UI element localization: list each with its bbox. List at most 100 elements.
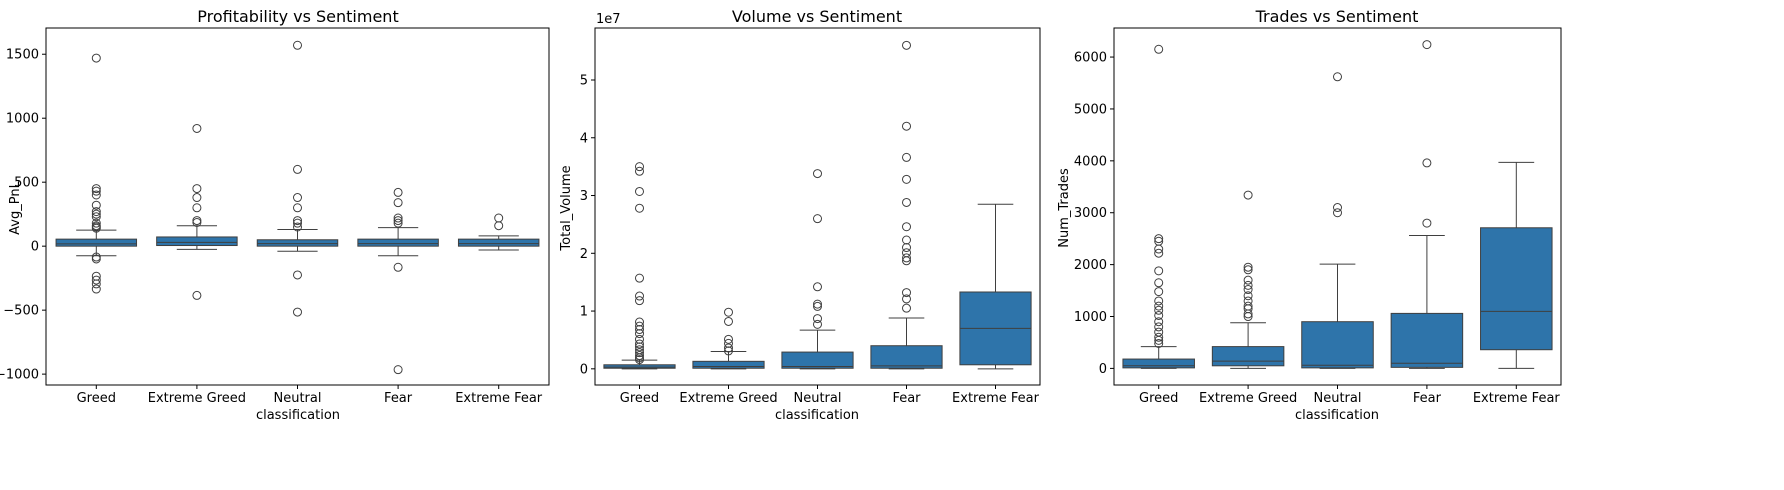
outlier-point bbox=[724, 316, 733, 326]
x-tick-label: Extreme Fear bbox=[952, 391, 1040, 406]
outlier-point bbox=[813, 169, 822, 179]
outlier-point bbox=[1154, 305, 1164, 315]
y-tick-label: −500 bbox=[3, 304, 39, 319]
x-tick-label: Greed bbox=[1139, 391, 1178, 406]
outlier-point bbox=[91, 212, 101, 222]
outlier-point bbox=[91, 190, 101, 200]
outlier-point bbox=[635, 162, 644, 172]
outlier-point bbox=[293, 222, 302, 232]
outlier-point bbox=[902, 152, 911, 162]
iqr-box bbox=[1301, 321, 1374, 369]
y-tick-label: 1 bbox=[580, 305, 588, 320]
box-neutral bbox=[1301, 72, 1374, 369]
x-axis-label: classification bbox=[1295, 408, 1379, 423]
outlier-point bbox=[91, 186, 101, 196]
outlier-point bbox=[393, 218, 403, 228]
outlier-point bbox=[902, 303, 911, 313]
outlier-point bbox=[902, 253, 911, 263]
outlier-point bbox=[635, 186, 644, 196]
outlier-point bbox=[635, 355, 644, 365]
iqr-box bbox=[603, 364, 676, 369]
iqr-box bbox=[1211, 346, 1285, 367]
chart-panel-trades: Trades vs Sentiment classification Num_T… bbox=[1057, 7, 1562, 423]
iqr-box bbox=[55, 238, 138, 247]
outlier-point bbox=[635, 351, 644, 361]
x-tick-label: Extreme Fear bbox=[455, 391, 543, 406]
outlier-point bbox=[1154, 248, 1164, 258]
outlier-point bbox=[192, 123, 202, 133]
outlier-point bbox=[724, 334, 733, 344]
outlier-point bbox=[192, 290, 202, 300]
x-tick-label: Extreme Greed bbox=[1199, 391, 1297, 406]
y-tick-label: 5 bbox=[580, 73, 588, 88]
y-axis-label: Total_Volume bbox=[559, 165, 574, 251]
x-tick-label: Greed bbox=[77, 391, 116, 406]
chart-title: Trades vs Sentiment bbox=[1255, 7, 1419, 26]
outlier-point bbox=[1243, 285, 1253, 295]
chart-title: Profitability vs Sentiment bbox=[197, 7, 398, 26]
box-greed bbox=[55, 53, 138, 294]
x-tick-label: Fear bbox=[384, 391, 413, 406]
outlier-point bbox=[635, 291, 644, 301]
outlier-point bbox=[813, 214, 822, 224]
outlier-point bbox=[813, 314, 822, 324]
outlier-point bbox=[902, 174, 911, 184]
outlier-point bbox=[902, 235, 911, 245]
outlier-point bbox=[494, 213, 504, 223]
outlier-point bbox=[1154, 301, 1164, 311]
outlier-point bbox=[1243, 312, 1253, 322]
outlier-point bbox=[1243, 280, 1253, 290]
box-fear bbox=[1390, 40, 1464, 369]
iqr-box bbox=[1480, 227, 1553, 351]
y-axis-label: Num_Trades bbox=[1057, 168, 1072, 248]
outlier-point bbox=[813, 282, 822, 292]
plot-area: 0 1 2 3 4 5 Greed Extreme Greed Neutral Fear Extre… bbox=[580, 27, 1041, 406]
iqr-box bbox=[781, 351, 854, 369]
y-tick-label: 5000 bbox=[1074, 102, 1107, 117]
outlier-point bbox=[1422, 218, 1432, 228]
box-fear bbox=[357, 187, 439, 375]
outlier-point bbox=[393, 262, 403, 272]
outlier-point bbox=[635, 166, 644, 176]
y-tick-label: 0 bbox=[1099, 362, 1107, 377]
iqr-box bbox=[692, 360, 765, 369]
outlier-point bbox=[91, 254, 101, 264]
outlier-point bbox=[393, 198, 403, 208]
y-tick-label: 500 bbox=[14, 176, 39, 191]
outlier-point bbox=[635, 203, 644, 213]
outlier-point bbox=[1333, 72, 1342, 82]
outlier-point bbox=[1154, 335, 1164, 345]
y-tick-label: 4 bbox=[580, 131, 588, 146]
outlier-point bbox=[293, 193, 302, 203]
plot-area: 0 1000 2000 3000 4000 5000 6000 Greed Extreme Gr… bbox=[1074, 27, 1562, 406]
outlier-point bbox=[1154, 234, 1164, 244]
box-neutral bbox=[781, 169, 854, 370]
outlier-point bbox=[1243, 309, 1253, 319]
outlier-point bbox=[91, 207, 101, 217]
box-greed bbox=[1122, 44, 1195, 369]
x-axis-label: classification bbox=[775, 408, 859, 423]
outlier-point bbox=[635, 273, 644, 283]
chart-panel-profitability: Profitability vs Sentiment classificatio… bbox=[0, 7, 550, 423]
outlier-point bbox=[635, 325, 644, 335]
x-tick-label: Neutral bbox=[794, 391, 842, 406]
outlier-point bbox=[635, 334, 644, 344]
y-tick-label: 3 bbox=[580, 189, 588, 204]
iqr-box bbox=[870, 345, 943, 369]
x-tick-label: Neutral bbox=[274, 391, 322, 406]
outlier-point bbox=[192, 184, 202, 194]
y-tick-label: 1500 bbox=[6, 48, 39, 63]
outlier-point bbox=[192, 216, 202, 226]
outlier-point bbox=[635, 342, 644, 352]
y-axis-offset-text: 1e7 bbox=[596, 12, 621, 27]
y-tick-label: 3000 bbox=[1074, 206, 1107, 221]
outlier-point bbox=[1154, 310, 1164, 320]
iqr-box bbox=[156, 236, 238, 247]
y-tick-label: 4000 bbox=[1074, 154, 1107, 169]
outlier-point bbox=[1333, 208, 1342, 218]
plot-frame bbox=[45, 27, 550, 386]
outlier-point bbox=[293, 216, 302, 226]
outlier-point bbox=[293, 270, 302, 280]
x-tick-label: Greed bbox=[620, 391, 659, 406]
